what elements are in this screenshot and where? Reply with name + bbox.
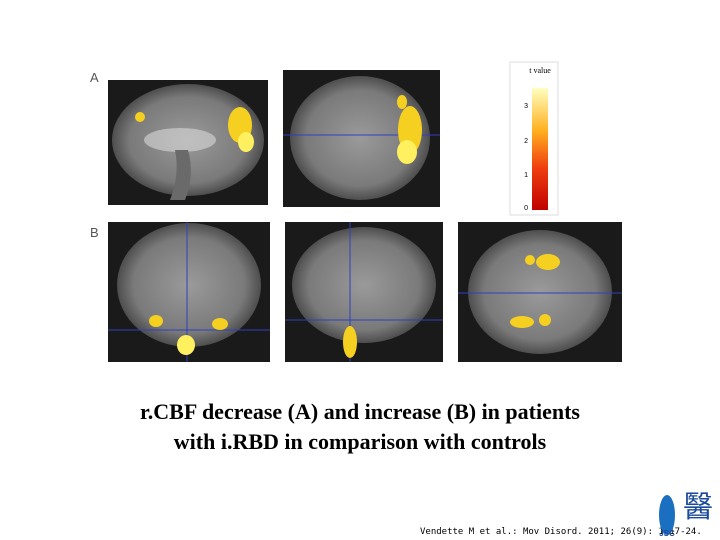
brain-image	[108, 80, 268, 205]
colorbar-tick: 2	[524, 138, 528, 145]
citation: Vendette M et al.: Mov Disord. 2011; 26(…	[420, 527, 702, 537]
brain-image	[108, 222, 270, 362]
brain-image	[458, 222, 622, 362]
logo: 醫 JSC	[659, 491, 713, 538]
colorbar-tick: 1	[524, 172, 528, 179]
colorbar-tick: 0	[524, 205, 528, 212]
caption-line: with i.RBD in comparison with controls	[174, 429, 547, 454]
panel-label: A	[90, 70, 99, 85]
colorbar-tick: 3	[524, 103, 528, 110]
brain-image	[285, 222, 443, 362]
colorbar-label: t value	[529, 66, 551, 75]
caption-line: r.CBF decrease (A) and increase (B) in p…	[140, 399, 580, 424]
panel-label: B	[90, 225, 99, 240]
logo-symbol: 醫	[683, 491, 713, 524]
colorbar	[532, 88, 548, 210]
brain-image	[283, 70, 440, 207]
logo-text: JSC	[659, 529, 675, 538]
